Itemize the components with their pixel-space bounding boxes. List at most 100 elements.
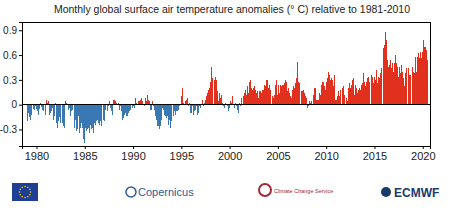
- bar: [322, 82, 324, 105]
- bar: [86, 105, 88, 131]
- bar: [257, 91, 259, 104]
- flag-star: [21, 186, 23, 188]
- bar: [390, 65, 392, 105]
- bar: [32, 105, 34, 112]
- bar: [168, 105, 170, 125]
- bar: [131, 105, 133, 117]
- bar: [299, 80, 301, 105]
- bar: [157, 105, 159, 126]
- bar: [38, 105, 40, 109]
- bar: [45, 105, 47, 115]
- bar: [70, 105, 72, 117]
- bar: [331, 78, 333, 104]
- bar: [304, 93, 306, 105]
- tick-mark: [19, 30, 22, 31]
- bar: [96, 105, 98, 122]
- tick-label: 1990: [121, 150, 145, 162]
- tick-mark: [19, 80, 22, 81]
- bar: [286, 82, 288, 105]
- bar: [253, 86, 255, 104]
- bar: [276, 80, 278, 105]
- bar: [147, 96, 149, 104]
- tick-mark: [278, 146, 279, 149]
- bar: [128, 105, 130, 113]
- bar: [348, 83, 350, 104]
- logo-mark: [259, 184, 271, 196]
- bar: [127, 105, 129, 117]
- bar: [34, 105, 36, 110]
- flag-star: [24, 186, 26, 188]
- bar: [281, 85, 283, 105]
- bar: [113, 100, 115, 105]
- flag-star: [21, 196, 23, 198]
- bar: [72, 105, 74, 120]
- bar: [87, 105, 89, 130]
- tick-mark: [423, 146, 424, 149]
- bar: [323, 82, 325, 105]
- bar: [261, 90, 263, 105]
- bar: [355, 85, 357, 105]
- y-axis: -0.300.30.60.9: [0, 23, 23, 147]
- bar: [311, 96, 313, 104]
- bar: [107, 105, 109, 112]
- tick-label: 1995: [170, 150, 194, 162]
- chart-title: Monthly global surface air temperature a…: [54, 3, 410, 15]
- x-tick: 1985: [73, 146, 97, 162]
- plot-area: [27, 32, 428, 143]
- bar: [327, 72, 329, 105]
- bar: [204, 98, 206, 105]
- tick-mark: [181, 146, 182, 149]
- bar: [197, 105, 199, 115]
- tick-label: 2010: [314, 150, 338, 162]
- flag-star: [19, 194, 21, 196]
- bar: [385, 40, 387, 104]
- bar: [397, 67, 399, 105]
- tick-label: 0.3: [3, 75, 17, 86]
- axis-line: [19, 23, 23, 147]
- x-tick: 2020: [411, 146, 435, 162]
- bar: [232, 96, 234, 104]
- bar: [35, 101, 37, 105]
- plot-frame: [22, 22, 430, 146]
- flag-star: [27, 186, 29, 188]
- bar: [335, 100, 337, 105]
- bar: [265, 80, 267, 105]
- x-tick: 1995: [170, 146, 194, 162]
- bar: [344, 93, 346, 105]
- bar: [331, 80, 333, 105]
- x-tick: 2005: [266, 146, 290, 162]
- bar: [92, 105, 94, 133]
- eu-flag: [12, 183, 38, 201]
- bar: [63, 105, 65, 128]
- flag-field: [12, 183, 38, 201]
- bar: [413, 72, 415, 105]
- bar: [395, 55, 397, 105]
- bar: [423, 42, 425, 105]
- bar: [50, 105, 52, 112]
- bar: [43, 105, 45, 113]
- bar: [343, 86, 345, 104]
- y-tick: -0.3: [0, 124, 22, 135]
- tick-mark: [374, 146, 375, 149]
- bar: [54, 105, 56, 117]
- bar: [409, 75, 411, 105]
- bar: [195, 105, 197, 110]
- logo-text: Climate Change Service: [274, 188, 333, 194]
- bar: [298, 82, 300, 105]
- bar: [414, 57, 416, 105]
- bar: [198, 105, 200, 113]
- tick-label: 0.9: [3, 25, 17, 36]
- bar: [119, 105, 121, 110]
- tick-mark: [230, 146, 231, 149]
- bar: [282, 85, 284, 105]
- bar: [288, 88, 290, 105]
- bar: [175, 105, 177, 112]
- bar: [426, 60, 428, 105]
- y-tick: 0.9: [3, 25, 22, 36]
- bar: [213, 77, 215, 105]
- bar: [49, 105, 51, 115]
- bar: [341, 85, 343, 105]
- flag-star: [27, 196, 29, 198]
- bar: [150, 105, 152, 110]
- bar: [363, 73, 365, 104]
